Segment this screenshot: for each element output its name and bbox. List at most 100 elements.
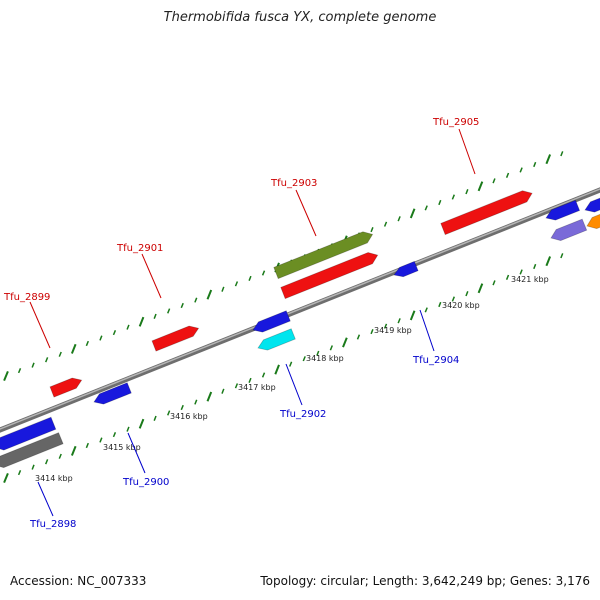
minor-tick	[17, 368, 22, 374]
major-tick	[138, 316, 145, 327]
minor-tick	[329, 345, 333, 351]
gene-arrow-forward	[280, 252, 379, 300]
gene-arrow-orange	[586, 213, 600, 230]
gene-label-reverse: Tfu_2898	[29, 519, 76, 530]
gene-label-reverse: Tfu_2902	[279, 409, 326, 420]
minor-tick	[397, 216, 401, 222]
major-tick	[70, 343, 77, 354]
minor-tick	[438, 199, 442, 206]
minor-tick	[505, 274, 510, 280]
minor-tick	[533, 161, 537, 168]
gene-label-forward: Tfu_2905	[432, 117, 479, 128]
minor-tick	[167, 308, 171, 314]
minor-tick	[492, 178, 496, 184]
major-tick	[342, 337, 348, 348]
kbp-label: 3416 kbp	[170, 412, 208, 421]
label-leader	[127, 432, 146, 474]
major-tick	[409, 208, 416, 219]
minor-tick	[17, 470, 22, 476]
major-tick	[70, 445, 77, 456]
gene-label-forward: Tfu_2899	[3, 292, 50, 303]
minor-tick	[383, 323, 388, 329]
minor-tick	[533, 263, 537, 270]
minor-tick	[261, 270, 266, 276]
minor-tick	[58, 351, 62, 357]
minor-tick	[45, 459, 49, 465]
minor-tick	[85, 442, 89, 449]
minor-tick	[370, 227, 374, 233]
minor-tick	[126, 324, 130, 330]
minor-tick	[126, 426, 130, 432]
minor-tick	[451, 296, 455, 302]
minor-tick	[58, 453, 62, 459]
label-leader	[141, 253, 162, 299]
feature-group	[0, 190, 600, 469]
gene-arrow-forward	[49, 377, 83, 398]
inner-tick-track	[3, 253, 564, 483]
map-title: Thermobifida fusca YX, complete genome	[163, 10, 437, 25]
gene-label-reverse: Tfu_2904	[412, 355, 459, 366]
minor-tick	[438, 301, 442, 308]
kbp-label: 3414 kbp	[35, 474, 73, 483]
minor-tick	[153, 415, 157, 421]
major-tick	[206, 289, 213, 300]
minor-tick	[112, 432, 117, 438]
gene-label-forward: Tfu_2901	[116, 243, 163, 254]
gene-arrow-reverse	[252, 310, 291, 333]
label-leader	[295, 189, 317, 237]
minor-tick	[99, 437, 103, 443]
gene-arrow-reverse	[545, 199, 581, 221]
gene-arrow-forward	[440, 190, 533, 236]
minor-tick	[356, 334, 361, 340]
major-tick	[138, 418, 145, 429]
minor-tick	[234, 383, 239, 389]
minor-tick	[221, 388, 225, 394]
minor-tick	[153, 313, 157, 319]
kbp-label: 3420 kbp	[442, 301, 480, 310]
minor-tick	[519, 167, 523, 173]
minor-tick	[31, 464, 35, 470]
minor-tick	[316, 350, 320, 356]
minor-tick	[221, 286, 225, 292]
genome-backbone-highlight	[0, 188, 600, 430]
gene-arrow-reverse	[93, 382, 132, 405]
minor-tick	[424, 307, 428, 313]
major-tick	[206, 391, 213, 402]
label-leader	[419, 309, 435, 352]
minor-tick	[424, 205, 428, 211]
minor-tick	[560, 151, 564, 157]
gene-label-forward: Tfu_2903	[270, 178, 317, 189]
minor-tick	[519, 269, 523, 275]
gene-arrow-reverse	[584, 197, 600, 213]
gene-arrow-forward	[151, 325, 200, 352]
gene-label-reverse: Tfu_2900	[122, 477, 169, 488]
label-leader	[285, 363, 303, 406]
major-tick	[3, 473, 9, 483]
kbp-label: 3417 kbp	[238, 383, 276, 392]
minor-tick	[560, 253, 564, 259]
gene-arrow-olive	[273, 231, 374, 280]
minor-tick	[180, 404, 184, 411]
accession-text: Accession: NC_007333	[10, 574, 147, 588]
major-tick	[409, 310, 416, 321]
minor-tick	[261, 372, 266, 378]
kbp-label: 3415 kbp	[103, 443, 141, 452]
minor-tick	[383, 221, 388, 227]
major-tick	[477, 283, 484, 294]
minor-tick	[370, 329, 374, 335]
minor-tick	[505, 172, 510, 178]
minor-tick	[99, 335, 103, 341]
major-tick	[545, 256, 552, 267]
kbp-label: 3421 kbp	[511, 275, 549, 284]
label-leader	[37, 481, 54, 517]
gene-arrow-cyan	[257, 328, 296, 351]
gene-arrow-gray	[0, 432, 64, 469]
minor-tick	[492, 280, 496, 286]
minor-tick	[180, 302, 184, 309]
label-leader	[29, 301, 51, 349]
minor-tick	[194, 297, 198, 303]
minor-tick	[302, 356, 306, 362]
genome-backbone	[0, 187, 600, 433]
minor-tick	[234, 281, 239, 287]
major-tick	[545, 154, 552, 165]
